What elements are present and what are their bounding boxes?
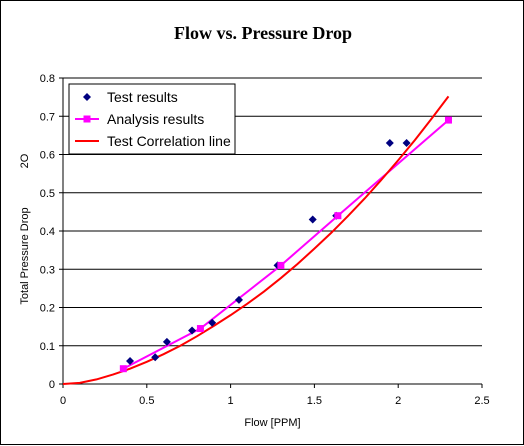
legend-entry-test-results: Test results — [107, 89, 178, 105]
analysis-results-point — [196, 325, 204, 333]
analysis-results-point — [119, 365, 127, 373]
test-results-point — [234, 295, 243, 304]
test-results-point — [188, 326, 197, 335]
analysis-results-point — [444, 116, 452, 124]
legend-swatch-marker — [83, 115, 91, 123]
x-tick-label: 2 — [395, 395, 401, 407]
y-axis-label: Total Pressure Drop — [19, 207, 31, 304]
analysis-results-point — [334, 212, 342, 220]
y-tick-label: 0.3 — [40, 264, 55, 276]
x-tick-label: 0 — [60, 395, 66, 407]
y-axis-label-fragment: 2O — [19, 153, 31, 168]
chart-title: Flow vs. Pressure Drop — [174, 23, 352, 43]
legend-swatch-marker — [83, 93, 91, 101]
analysis-results-point — [277, 261, 285, 269]
test-results-point — [208, 318, 217, 327]
test-correlation-line-line — [62, 95, 450, 385]
test-results-point — [385, 139, 394, 148]
x-axis-label: Flow [PPM] — [244, 417, 300, 429]
test-results-point — [162, 337, 171, 346]
test-results-point — [151, 353, 160, 362]
y-tick-label: 0.7 — [40, 111, 55, 123]
legend-entry-analysis-results: Analysis results — [107, 111, 204, 127]
y-tick-label: 0.6 — [40, 150, 55, 162]
y-tick-label: 0.8 — [40, 73, 55, 85]
x-tick-label: 0.5 — [139, 395, 154, 407]
y-tick-label: 0 — [49, 379, 55, 391]
y-tick-label: 0.2 — [40, 303, 55, 315]
x-tick-label: 1.5 — [307, 395, 322, 407]
x-tick-label: 2.5 — [474, 395, 489, 407]
legend: Test results Analysis results Test Correla… — [68, 83, 236, 155]
y-tick-label: 0.4 — [40, 226, 55, 238]
test-results-point — [308, 215, 317, 224]
test-results-point — [402, 139, 411, 148]
y-tick-label: 0.1 — [40, 341, 55, 353]
y-tick-label: 0.5 — [40, 188, 55, 200]
legend-entry-test-correlation-line: Test Correlation line — [107, 133, 231, 149]
x-tick-label: 1 — [228, 395, 234, 407]
